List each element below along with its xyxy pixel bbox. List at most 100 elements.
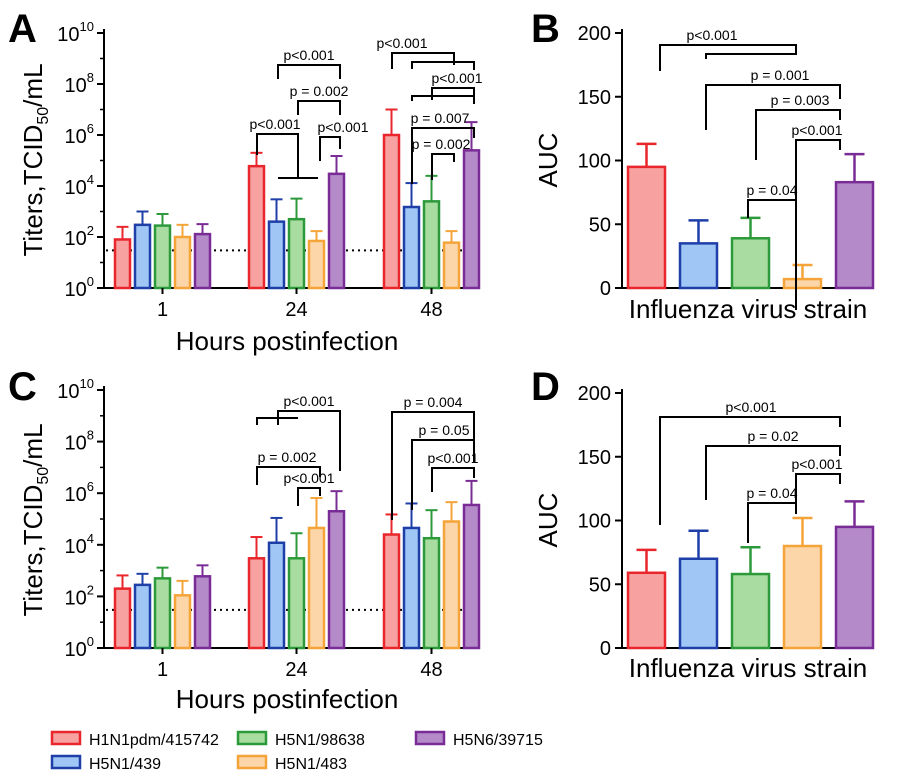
panel-a-bar bbox=[382, 133, 401, 290]
panel-a-p-value: p = 0.002 bbox=[412, 136, 471, 152]
panel-b-p-value: p = 0.001 bbox=[751, 67, 810, 83]
legend-swatch bbox=[50, 754, 82, 770]
panel-a-p-value: p<0.001 bbox=[284, 47, 335, 63]
panel-c-bracket bbox=[256, 466, 321, 485]
panel-d-bar bbox=[834, 525, 875, 650]
panel-a-xtick-label: 24 bbox=[285, 299, 307, 321]
panel-c-p-value: p<0.001 bbox=[284, 393, 335, 409]
panel-c-xlabel: Hours postinfection bbox=[176, 684, 399, 714]
panel-b-ytick-label: 0 bbox=[600, 278, 611, 300]
panel-d-p-value: p = 0.04 bbox=[747, 485, 798, 501]
panel-b-bar bbox=[730, 237, 771, 290]
panel-d-bracket bbox=[705, 445, 841, 500]
panel-a-bracket bbox=[411, 95, 475, 104]
panel-c-bracket bbox=[297, 487, 321, 506]
panel-c-xtick-label: 1 bbox=[157, 659, 168, 681]
panel-d-ytick-label: 0 bbox=[600, 638, 611, 660]
panel-a-bracket bbox=[391, 52, 455, 69]
panel-a-p-value: p<0.001 bbox=[318, 119, 369, 135]
panel-a-bracket bbox=[277, 64, 341, 79]
panel-d-bracket bbox=[795, 473, 841, 514]
panel-d-ytick-label: 200 bbox=[578, 383, 611, 405]
legend-swatch bbox=[414, 730, 446, 746]
panel-letter-c: C bbox=[8, 365, 37, 409]
panel-c-ytick-label: 106 bbox=[65, 479, 94, 506]
panel-a-bar bbox=[287, 217, 306, 290]
panel-b-p-value: p = 0.04 bbox=[747, 182, 798, 198]
panel-b-plot: 0 50 100 150 200 p<0.001 p = 0.001 p = 0.003 p<0… bbox=[578, 23, 875, 310]
panel-b-p-value: p<0.001 bbox=[792, 122, 843, 138]
panel-c-ytick-label: 108 bbox=[65, 428, 94, 455]
panel-c-bracket bbox=[411, 439, 475, 510]
svg-text:Titers,TCID50/mL: Titers,TCID50/mL bbox=[18, 423, 52, 616]
panel-d-xlabel: Influenza virus strain bbox=[629, 653, 867, 683]
panel-c-bar bbox=[153, 577, 172, 650]
panel-c-xtick-label: 24 bbox=[285, 659, 307, 681]
panel-c-bracket bbox=[256, 417, 298, 425]
panel-b-ylabel: AUC bbox=[533, 133, 563, 188]
panel-d-p-value: p<0.001 bbox=[792, 456, 843, 472]
panel-a-p-value: p<0.001 bbox=[432, 70, 483, 86]
panel-letter-a: A bbox=[8, 7, 37, 51]
panel-a-bracket bbox=[297, 100, 341, 115]
panel-c-bar bbox=[462, 503, 481, 650]
panel-a-bracket bbox=[411, 127, 475, 184]
panel-c-bracket bbox=[391, 411, 475, 520]
legend-label: H1N1pdm/415742 bbox=[89, 732, 219, 749]
panel-a-p-value: p<0.001 bbox=[377, 35, 428, 51]
legend-swatch bbox=[50, 730, 82, 746]
legend-label: H5N1/439 bbox=[89, 756, 161, 773]
panel-a-bar bbox=[173, 235, 192, 290]
panel-a-p-value: p = 0.007 bbox=[411, 110, 470, 126]
panel-c-p-value: p<0.001 bbox=[428, 450, 479, 466]
legend-swatch bbox=[236, 730, 268, 746]
legend-label: H5N1/483 bbox=[275, 756, 347, 773]
panel-b-ytick-label: 150 bbox=[578, 87, 611, 109]
panel-c-bar bbox=[327, 509, 346, 650]
panel-b-xlabel: Influenza virus strain bbox=[629, 294, 867, 324]
panel-d-bar bbox=[678, 557, 719, 650]
legend-swatch bbox=[236, 754, 268, 770]
panel-b-bar bbox=[834, 180, 875, 290]
legend-label: H5N6/39715 bbox=[453, 732, 543, 749]
panel-a-p-value: p<0.001 bbox=[250, 116, 301, 132]
panel-b-bracket bbox=[705, 53, 796, 59]
panel-c-bracket bbox=[431, 467, 475, 492]
panel-b-p-value: p = 0.003 bbox=[771, 92, 830, 108]
panel-a-bar bbox=[462, 149, 481, 290]
panel-a-plot: 100 102 104 106 108 1010 1 24 48 p<0.001 p = 0.002… bbox=[57, 19, 482, 321]
panel-b-ytick-label: 50 bbox=[589, 214, 611, 236]
panel-c-p-value: p = 0.05 bbox=[419, 422, 470, 438]
panel-a-bracket bbox=[319, 136, 341, 161]
panel-b-bracket bbox=[795, 139, 841, 280]
panel-a-bar bbox=[422, 200, 441, 290]
panel-letter-d: D bbox=[531, 365, 560, 409]
panel-c-bar bbox=[193, 575, 212, 650]
panel-d-ytick-label: 100 bbox=[578, 511, 611, 533]
panel-d-bracket bbox=[747, 502, 797, 543]
panel-c-bar bbox=[422, 536, 441, 650]
panel-c-ytick-label: 1010 bbox=[57, 376, 94, 403]
legend: H1N1pdm/415742 H5N1/439 H5N1/98638 H5N1/483… bbox=[50, 730, 543, 773]
panel-c-bar bbox=[173, 594, 192, 650]
panel-d-p-value: p = 0.02 bbox=[748, 428, 799, 444]
panel-a-bar bbox=[442, 241, 461, 290]
panel-c-bar bbox=[307, 526, 326, 650]
panel-a-ytick-label: 108 bbox=[65, 70, 94, 97]
panel-c-ylabel: Titers,TCID50/mL bbox=[18, 423, 52, 616]
panel-b-bar bbox=[626, 165, 667, 290]
panel-b-bracket bbox=[755, 109, 841, 160]
panel-c-bar bbox=[267, 541, 286, 650]
panel-c-bar bbox=[133, 583, 152, 650]
panel-b-p-value: p<0.001 bbox=[687, 27, 738, 43]
panel-b-bar bbox=[678, 242, 719, 290]
panel-c-ytick-label: 100 bbox=[65, 634, 94, 661]
panel-c-plot: 100 102 104 106 108 1010 1 24 48 p<0.001 p = 0.002… bbox=[57, 376, 481, 681]
panel-a-ytick-label: 106 bbox=[65, 121, 94, 148]
legend-label: H5N1/98638 bbox=[275, 732, 365, 749]
panel-c-ytick-label: 102 bbox=[65, 582, 94, 609]
panel-a-bracket bbox=[431, 87, 475, 100]
panel-a-p-value: p = 0.002 bbox=[290, 83, 349, 99]
panel-a-bar bbox=[247, 164, 266, 290]
